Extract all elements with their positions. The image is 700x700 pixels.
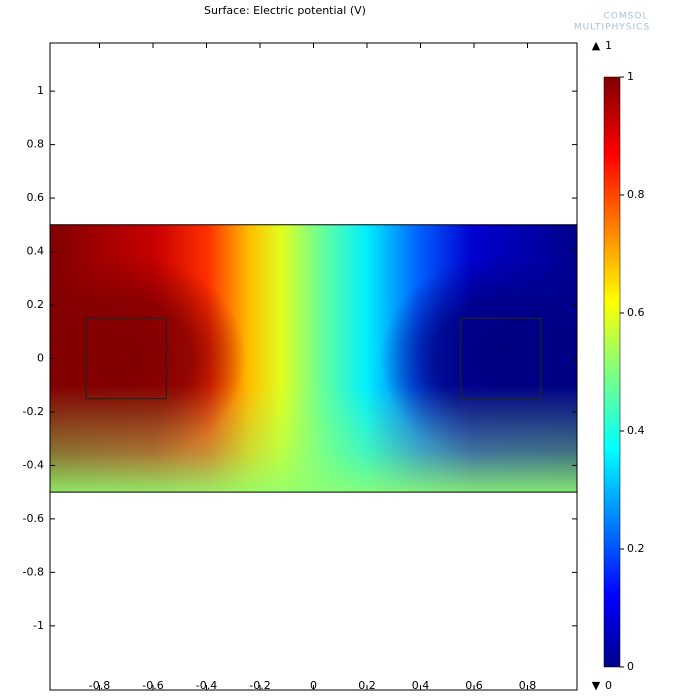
- y-tick-label: 1: [37, 84, 44, 97]
- colorbar-tick-label: 0.6: [627, 306, 645, 319]
- colorbar: [603, 76, 621, 668]
- min-marker: ▼: [592, 679, 601, 692]
- y-tick-label: -1: [33, 619, 44, 632]
- x-tick-label: 0.8: [519, 679, 537, 692]
- electrode: [460, 317, 542, 400]
- colorbar-tick-label: 0.4: [627, 424, 645, 437]
- y-tick-label: -0.8: [23, 565, 44, 578]
- x-tick-label: -0.2: [249, 679, 270, 692]
- x-tick-label: -0.8: [89, 679, 110, 692]
- colorbar-tick-label: 0.8: [627, 188, 645, 201]
- field: [50, 224, 577, 493]
- max-marker: ▲: [592, 39, 601, 52]
- y-tick-label: -0.2: [23, 405, 44, 418]
- y-tick-label: 0.2: [27, 298, 45, 311]
- electrode: [85, 317, 167, 400]
- max-value: 1: [605, 39, 612, 52]
- y-tick-label: 0: [37, 351, 44, 364]
- colorbar-tick-label: 1: [627, 70, 634, 83]
- logo: COMSOL: [604, 12, 649, 22]
- x-tick-label: -0.4: [196, 679, 217, 692]
- x-tick-label: -0.6: [142, 679, 163, 692]
- colorbar-tick-label: 0: [627, 660, 634, 673]
- colorbar-tick-label: 0.2: [627, 542, 645, 555]
- logo: MULTIPHYSICS: [574, 23, 650, 33]
- y-tick-label: 0.8: [27, 138, 45, 151]
- y-tick-label: -0.6: [23, 512, 44, 525]
- x-tick-label: 0.4: [412, 679, 430, 692]
- x-tick-label: 0.6: [465, 679, 483, 692]
- y-tick-label: 0.6: [27, 191, 45, 204]
- y-tick-label: -0.4: [23, 458, 44, 471]
- x-tick-label: 0: [310, 679, 317, 692]
- chart-title: Surface: Electric potential (V): [204, 4, 366, 17]
- surface-shade: [50, 224, 577, 493]
- x-tick-label: 0.2: [358, 679, 376, 692]
- min-value: 0: [605, 679, 612, 692]
- y-tick-label: 0.4: [27, 245, 45, 258]
